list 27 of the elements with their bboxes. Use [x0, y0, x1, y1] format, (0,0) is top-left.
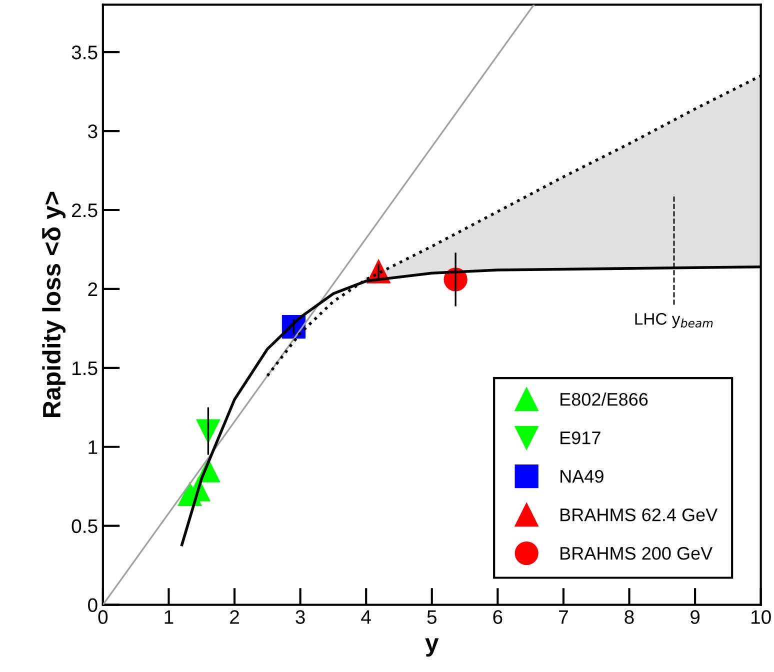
x-tick-label: 1	[164, 610, 174, 624]
x-tick-label: 0	[98, 610, 108, 624]
y-tick-label: 3.5	[72, 46, 98, 60]
legend-label: BRAHMS 62.4 GeV	[560, 508, 718, 522]
x-axis-title: y	[425, 638, 439, 657]
legend-label: BRAHMS 200 GeV	[560, 546, 713, 560]
y-axis-title: Rapidity loss <δ y>	[42, 192, 66, 417]
x-tick-label: 3	[296, 610, 305, 624]
y-tick-label: 2	[88, 282, 98, 296]
x-tick-label: 7	[559, 610, 568, 624]
x-tick-label: 9	[690, 610, 700, 624]
legend-label: E802/E866	[560, 392, 648, 406]
y-tick-label: 1.5	[72, 362, 98, 376]
x-tick-label: 8	[624, 610, 634, 624]
y-tick-label: 0	[88, 598, 98, 612]
legend-label: NA49	[560, 470, 604, 483]
x-tick-label: 5	[427, 610, 436, 624]
y-tick-label: 3	[88, 124, 98, 138]
x-tick-label: 10	[752, 610, 771, 624]
x-tick-label: 6	[493, 610, 502, 624]
x-tick-label: 4	[361, 610, 371, 624]
y-tick-label: 1	[88, 440, 98, 454]
legend-label: E917	[560, 431, 600, 444]
y-tick-label: 0.5	[72, 519, 98, 534]
ref-line-label: LHC y$_{beam}$	[635, 313, 713, 328]
y-tick-label: 2.5	[72, 203, 98, 218]
x-tick-label: 2	[230, 610, 239, 624]
